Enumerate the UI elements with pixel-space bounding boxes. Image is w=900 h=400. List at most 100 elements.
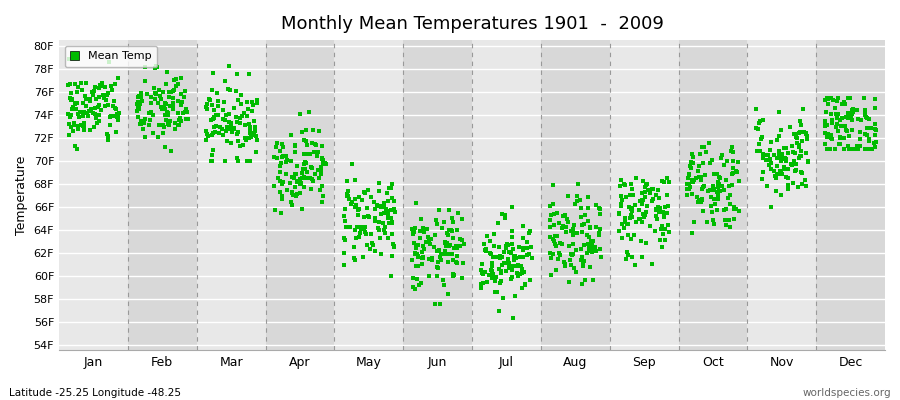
- Point: [592, 230, 607, 236]
- Point: [149, 91, 164, 97]
- Point: [372, 187, 386, 194]
- Point: [621, 232, 635, 238]
- Point: [510, 273, 525, 279]
- Point: [868, 121, 882, 128]
- Point: [478, 247, 492, 253]
- Point: [274, 140, 289, 147]
- Point: [623, 192, 637, 198]
- Point: [788, 131, 803, 137]
- Point: [686, 160, 700, 166]
- Point: [383, 272, 398, 279]
- Point: [410, 262, 425, 269]
- Point: [824, 116, 839, 123]
- Point: [347, 196, 362, 203]
- Point: [652, 194, 666, 201]
- Point: [372, 180, 386, 186]
- Point: [582, 225, 597, 232]
- Point: [756, 117, 770, 123]
- Point: [166, 106, 180, 112]
- Bar: [59, 40, 128, 350]
- Point: [236, 141, 250, 148]
- Point: [150, 134, 165, 140]
- Point: [76, 122, 91, 128]
- Point: [298, 159, 312, 166]
- Point: [493, 253, 508, 260]
- Point: [159, 80, 174, 87]
- Point: [405, 257, 419, 263]
- Point: [617, 219, 632, 226]
- Point: [496, 295, 510, 301]
- Point: [864, 146, 878, 152]
- Point: [624, 180, 638, 187]
- Point: [716, 206, 731, 213]
- Point: [650, 216, 664, 222]
- Point: [797, 177, 812, 184]
- Point: [314, 164, 328, 170]
- Point: [566, 226, 580, 232]
- Point: [65, 106, 79, 112]
- Point: [456, 260, 471, 266]
- Point: [842, 115, 856, 121]
- Point: [634, 218, 649, 225]
- Point: [862, 116, 877, 122]
- Point: [291, 178, 305, 184]
- Point: [110, 114, 124, 120]
- Point: [689, 175, 704, 182]
- Point: [446, 273, 460, 280]
- Point: [74, 80, 88, 86]
- Point: [456, 241, 471, 247]
- Point: [429, 221, 444, 227]
- Point: [778, 174, 793, 180]
- Point: [103, 114, 117, 120]
- Point: [825, 120, 840, 126]
- Point: [654, 226, 669, 233]
- Point: [204, 158, 219, 164]
- Point: [222, 118, 237, 125]
- Point: [770, 162, 784, 169]
- Point: [632, 216, 646, 222]
- Point: [712, 181, 726, 188]
- Point: [299, 127, 313, 134]
- Point: [844, 126, 859, 133]
- Point: [690, 199, 705, 206]
- Point: [230, 71, 244, 77]
- Point: [442, 227, 456, 233]
- Point: [234, 92, 248, 98]
- Point: [360, 204, 374, 211]
- Point: [303, 164, 318, 170]
- Point: [633, 206, 647, 213]
- Point: [440, 239, 454, 246]
- Point: [824, 94, 838, 101]
- Point: [386, 241, 400, 248]
- Point: [652, 205, 667, 211]
- Point: [557, 263, 572, 269]
- Point: [655, 222, 670, 229]
- Point: [147, 84, 161, 91]
- Point: [105, 103, 120, 109]
- Point: [681, 180, 696, 187]
- Point: [794, 169, 808, 175]
- Point: [835, 101, 850, 108]
- Point: [297, 184, 311, 190]
- Point: [473, 284, 488, 291]
- Point: [160, 108, 175, 115]
- Point: [649, 213, 663, 220]
- Point: [766, 152, 780, 158]
- Point: [144, 100, 158, 106]
- Point: [211, 102, 225, 109]
- Point: [98, 84, 112, 90]
- Point: [444, 227, 458, 234]
- Point: [843, 146, 858, 152]
- Point: [227, 125, 241, 131]
- Point: [409, 245, 423, 251]
- Point: [706, 186, 721, 192]
- Point: [85, 88, 99, 95]
- Point: [844, 107, 859, 113]
- Point: [589, 248, 603, 254]
- Point: [240, 113, 255, 120]
- Point: [450, 245, 464, 251]
- Point: [375, 219, 390, 226]
- Point: [474, 280, 489, 287]
- Point: [853, 136, 868, 142]
- Point: [494, 278, 508, 284]
